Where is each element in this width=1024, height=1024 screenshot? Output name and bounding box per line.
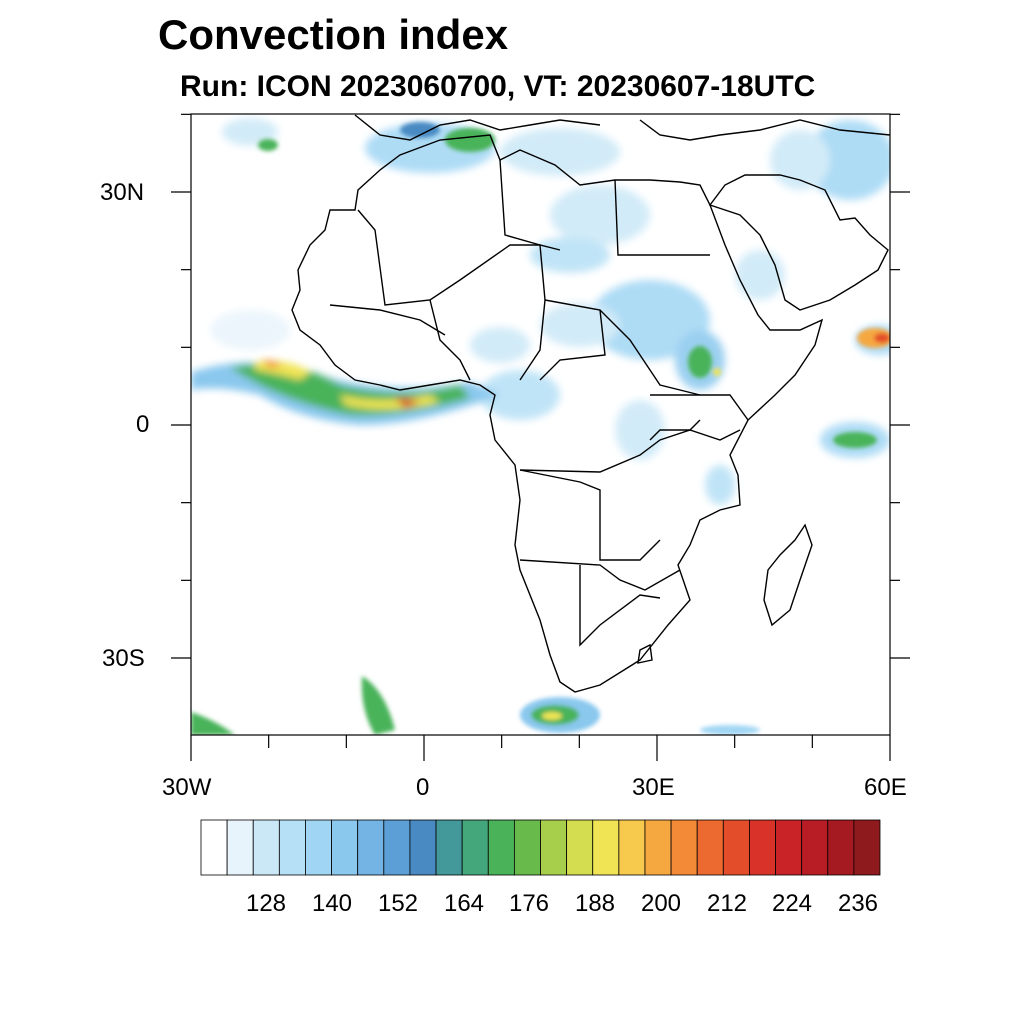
colorbar-swatch [305,819,332,876]
convection-field [191,118,890,735]
colorbar-swatch [722,819,750,876]
colorbar-swatch [670,819,698,876]
lon-label-30w: 30W [162,774,212,801]
colorbar-swatch [278,819,306,876]
colorbar-label: 164 [443,890,485,917]
colorbar-swatch [540,819,568,876]
colorbar-label: 140 [311,890,353,917]
colorbar-label: 200 [640,890,682,917]
colorbar-label: 128 [245,890,287,917]
map-subtitle: Run: ICON 2023060700, VT: 20230607-18UTC [180,70,816,103]
colorbar-label: 236 [837,890,879,917]
colorbar-swatch [487,819,515,876]
colorbar-label: 224 [771,890,813,917]
colorbar-swatch [331,819,359,876]
colorbar-swatch [200,819,228,876]
coastlines [291,114,890,693]
colorbar-swatch [775,819,803,876]
colorbar-swatch [696,819,724,876]
colorbar-label: 176 [508,890,550,917]
colorbar-swatch [749,819,776,876]
colorbar-swatch [357,819,385,876]
colorbar-swatch [461,819,489,876]
colorbar-swatch [853,819,881,876]
colorbar-swatch [383,819,411,876]
colorbar-swatch [618,819,646,876]
lon-label-0: 0 [416,774,430,801]
map-title: Convection index [158,11,509,58]
colorbar-label: 212 [706,890,748,917]
colorbar [200,819,881,876]
colorbar-swatch [226,819,254,876]
colorbar-swatch [801,819,829,876]
colorbar-label: 188 [574,890,616,917]
lat-label-0: 0 [136,411,150,438]
lat-label-30s: 30S [102,645,145,672]
colorbar-swatch [592,819,620,876]
lon-label-30e: 30E [632,774,675,801]
colorbar-swatch [252,819,280,876]
axis-ticks [171,113,910,761]
colorbar-swatch [513,819,541,876]
colorbar-swatch [566,819,594,876]
colorbar-swatch [827,819,855,876]
colorbar-swatch [435,819,463,876]
colorbar-swatch [644,819,672,876]
lon-label-60e: 60E [864,774,907,801]
colorbar-label: 152 [377,890,419,917]
lat-label-30n: 30N [100,179,145,206]
colorbar-swatch [409,819,437,876]
map-frame [190,113,891,736]
